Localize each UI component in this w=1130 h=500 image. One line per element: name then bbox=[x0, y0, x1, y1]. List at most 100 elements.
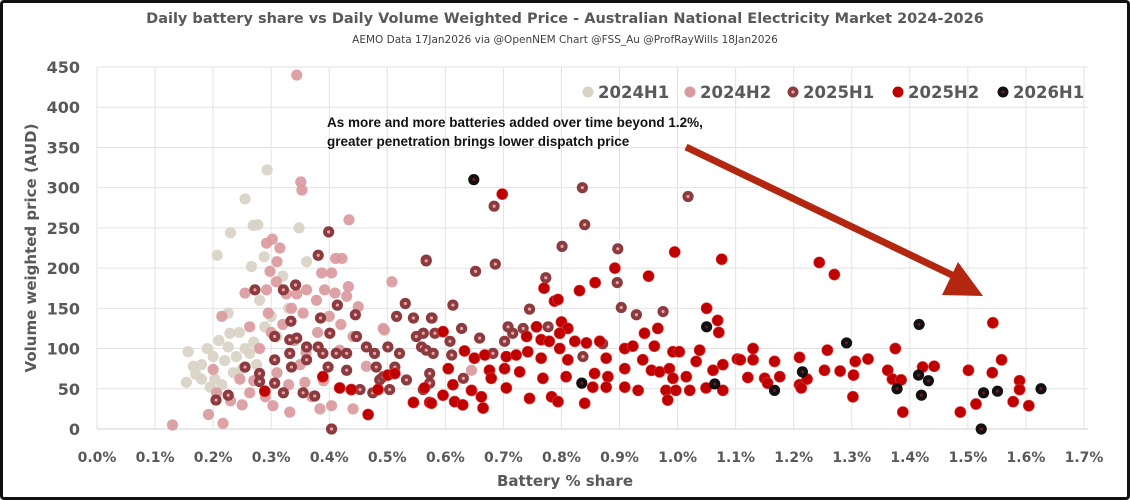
data-point bbox=[673, 345, 686, 358]
data-point bbox=[360, 360, 372, 372]
data-point bbox=[834, 365, 847, 377]
data-point bbox=[553, 327, 566, 340]
x-tick-label: 1.1% bbox=[716, 450, 755, 466]
data-point bbox=[821, 344, 834, 357]
data-point-center bbox=[460, 326, 464, 331]
x-tick-label: 1.5% bbox=[948, 450, 987, 466]
x-tick-label: 0.1% bbox=[136, 450, 175, 466]
data-point-center bbox=[615, 280, 619, 285]
x-tick-label: 0.2% bbox=[194, 450, 233, 466]
data-point-center bbox=[634, 313, 638, 317]
data-point bbox=[661, 394, 674, 406]
data-point bbox=[447, 378, 459, 391]
data-point bbox=[477, 402, 489, 414]
data-point-center bbox=[616, 247, 620, 251]
data-point bbox=[230, 351, 242, 363]
data-point bbox=[849, 355, 862, 368]
annotation-line-1: As more and more batteries added over ti… bbox=[327, 115, 703, 130]
data-point-center bbox=[919, 393, 924, 397]
data-point bbox=[310, 294, 323, 306]
y-tick-label: 0 bbox=[69, 420, 80, 439]
data-point bbox=[498, 362, 511, 375]
data-point-center bbox=[448, 339, 452, 343]
data-point bbox=[580, 337, 593, 349]
data-point bbox=[668, 246, 681, 258]
data-point-center bbox=[397, 351, 402, 355]
data-point-center bbox=[288, 338, 292, 342]
data-point bbox=[239, 193, 251, 205]
data-point bbox=[543, 335, 556, 348]
data-point bbox=[500, 350, 513, 363]
data-point bbox=[521, 345, 534, 358]
data-point-center bbox=[257, 379, 262, 384]
data-point bbox=[264, 265, 276, 277]
data-point bbox=[651, 322, 664, 335]
data-point-center bbox=[253, 288, 257, 292]
x-tick-label: 0.7% bbox=[484, 450, 523, 466]
data-point-center bbox=[421, 331, 425, 335]
data-point-center bbox=[288, 351, 292, 355]
x-tick-label: 0.6% bbox=[426, 450, 465, 466]
data-point-center bbox=[1039, 387, 1043, 391]
data-point-center bbox=[619, 305, 623, 310]
data-point bbox=[680, 370, 693, 383]
data-point bbox=[325, 267, 338, 279]
data-point-center bbox=[281, 288, 285, 292]
data-point bbox=[258, 251, 270, 263]
data-point bbox=[600, 381, 613, 394]
data-point bbox=[626, 340, 639, 353]
data-point-center bbox=[424, 348, 428, 352]
data-point-center bbox=[372, 351, 377, 355]
data-point bbox=[970, 398, 982, 410]
data-point-center bbox=[403, 301, 407, 306]
data-point bbox=[386, 276, 398, 288]
data-point bbox=[552, 395, 564, 408]
data-point-center bbox=[353, 313, 357, 317]
data-point-center bbox=[345, 368, 349, 372]
data-point-center bbox=[334, 351, 338, 355]
data-point bbox=[285, 302, 298, 314]
data-point-center bbox=[374, 365, 378, 369]
data-point bbox=[437, 325, 449, 338]
data-point-center bbox=[451, 303, 455, 307]
data-point bbox=[813, 256, 826, 269]
data-point bbox=[267, 400, 279, 412]
data-point-center bbox=[304, 358, 309, 362]
data-point bbox=[297, 307, 309, 319]
data-point bbox=[510, 349, 523, 361]
data-point bbox=[690, 355, 703, 368]
data-point bbox=[271, 367, 283, 379]
data-point-center bbox=[686, 194, 690, 199]
data-point bbox=[291, 69, 303, 81]
data-point bbox=[284, 406, 296, 418]
y-tick-labels: 0 50 100 150 200 250 300 350 400 450 bbox=[47, 58, 80, 439]
data-point bbox=[201, 342, 213, 355]
data-point bbox=[239, 342, 251, 355]
data-point bbox=[437, 389, 449, 402]
data-point bbox=[336, 252, 348, 265]
data-point bbox=[896, 406, 909, 419]
data-point-center bbox=[580, 381, 584, 385]
series-2025H1 bbox=[210, 182, 694, 435]
data-point bbox=[347, 403, 359, 415]
arrow-head bbox=[942, 262, 983, 296]
data-point-center bbox=[502, 339, 507, 343]
data-point bbox=[236, 399, 248, 411]
data-point-center bbox=[358, 387, 362, 392]
data-point bbox=[216, 379, 228, 391]
data-point bbox=[253, 294, 266, 306]
data-point bbox=[520, 330, 533, 343]
data-point bbox=[560, 370, 573, 383]
data-point bbox=[818, 364, 831, 377]
data-point bbox=[1013, 383, 1026, 396]
data-point bbox=[648, 340, 661, 353]
data-point-center bbox=[328, 331, 332, 335]
data-point bbox=[224, 327, 236, 339]
data-point bbox=[588, 367, 601, 380]
data-point bbox=[251, 359, 263, 371]
data-point bbox=[182, 346, 194, 358]
data-point bbox=[266, 233, 278, 245]
data-point-center bbox=[705, 325, 709, 329]
data-point bbox=[407, 396, 420, 409]
data-point bbox=[465, 364, 478, 376]
